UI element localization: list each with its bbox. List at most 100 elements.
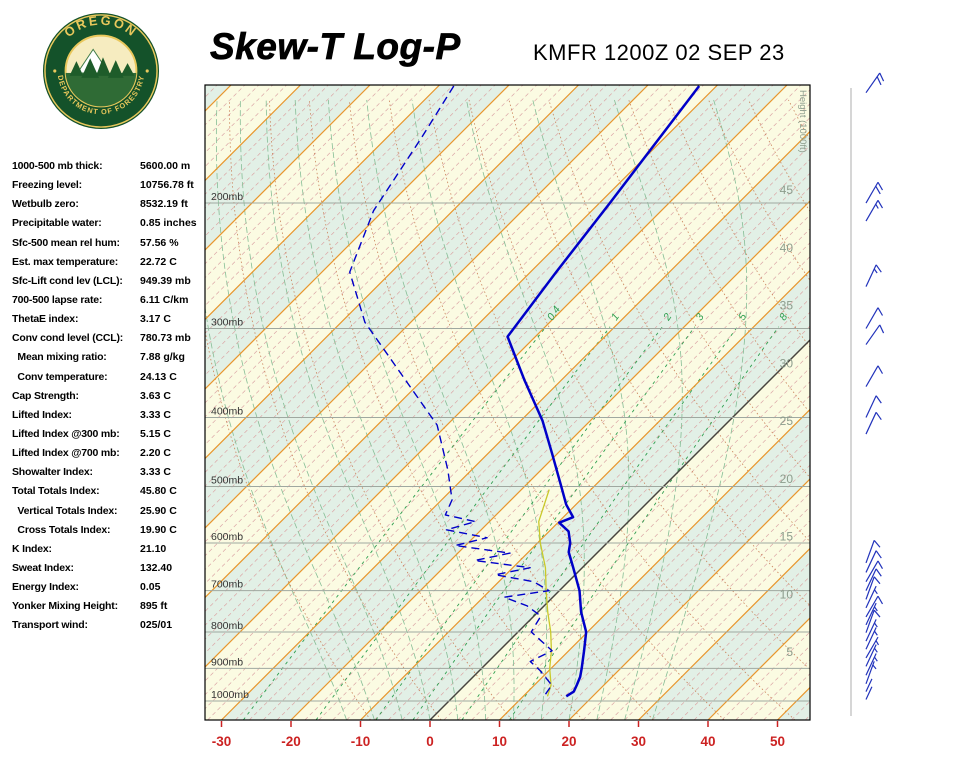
index-label: Sweat Index: [12, 561, 74, 574]
mixing-ratio-line [375, 326, 663, 720]
dry-adiabat [508, 99, 810, 607]
index-value: 3.33 C [140, 466, 171, 479]
dewpoint-trace [349, 85, 553, 697]
dry-adiabat [428, 99, 796, 720]
temperature-trace [506, 85, 701, 698]
wind-barb [865, 199, 884, 222]
wind-barb [865, 264, 882, 287]
wind-barb [865, 307, 884, 329]
wind-barb [865, 411, 882, 435]
temp-tick-label: 0 [426, 734, 434, 749]
station-label: KMFR 1200Z 02 SEP 23 [533, 40, 785, 65]
wind-barb [865, 72, 885, 94]
dry-adiabat [908, 100, 960, 720]
index-value: 7.88 g/kg [140, 351, 185, 364]
wind-barb [865, 395, 882, 418]
index-row: Lifted Index @300 mb: 5.15 C [12, 428, 207, 447]
pressure-label: 600mb [211, 531, 243, 543]
index-label: Total Totals Index: [12, 485, 100, 498]
dry-adiabat [948, 100, 960, 720]
pressure-label: 300mb [211, 316, 243, 328]
page-title: Skew-T Log-P [210, 26, 461, 68]
wind-barb [865, 576, 881, 600]
wind-barb [865, 644, 878, 667]
height-label: 20 [780, 472, 794, 486]
index-row: Transport wind: 025/01 [12, 619, 207, 638]
wind-barb [865, 678, 873, 692]
pressure-label: 700mb [211, 579, 243, 591]
isotherm-band [205, 85, 810, 720]
index-label: Wetbulb zero: [12, 198, 79, 211]
wind-barb [865, 539, 881, 564]
mixing-ratio-label: 3 [693, 311, 706, 323]
index-row: Wetbulb zero: 8532.19 ft [12, 198, 207, 217]
index-row: Cap Strength: 3.63 C [12, 390, 207, 409]
index-label: Transport wind: [12, 619, 88, 632]
height-label: 10 [780, 587, 794, 601]
wind-barb [865, 627, 878, 650]
wind-barb [865, 365, 884, 387]
height-axis-caption: Height (1000ft) [797, 90, 808, 153]
index-value: 10756.78 ft [140, 179, 194, 192]
wind-barb [865, 602, 878, 626]
moist-adiabat [327, 99, 486, 720]
temp-tick-label: 10 [492, 734, 507, 749]
dry-adiabat [348, 99, 654, 720]
index-row: Lifted Index: 3.33 C [12, 409, 207, 428]
index-row: Freezing level: 10756.78 ft [12, 179, 207, 198]
index-row: Sfc-500 mean rel hum: 57.56 % [12, 237, 207, 256]
index-value: 6.11 C/km [140, 293, 189, 306]
dry-adiabat [788, 99, 810, 141]
moist-adiabat [466, 99, 585, 720]
height-label: 30 [780, 356, 794, 370]
index-label: Freezing level: [12, 179, 82, 192]
index-value: 57.56 % [140, 236, 179, 249]
index-value: 5.15 C [140, 427, 171, 440]
wetbulb-trace [538, 489, 553, 697]
index-label: Sfc-500 mean rel hum: [12, 236, 120, 249]
index-label: Lifted Index @700 mb: [12, 447, 120, 460]
index-row: Mean mixing ratio: 7.88 g/kg [12, 351, 207, 370]
plot-border [204, 84, 811, 721]
mixing-ratio-label: 5 [736, 311, 749, 323]
index-label: Lifted Index @300 mb: [12, 427, 120, 440]
dry-adiabat [308, 99, 584, 720]
index-value: 25.90 C [140, 504, 177, 517]
index-row: 700-500 lapse rate: 6.11 C/km [12, 294, 207, 313]
index-label: Vertical Totals Index: [12, 504, 118, 517]
wind-barb [865, 653, 878, 676]
mixing-ratio-line [242, 326, 547, 720]
index-row: Vertical Totals Index: 25.90 C [12, 505, 207, 524]
wind-barb [865, 609, 881, 633]
index-value: 780.73 mb [140, 332, 191, 345]
index-value: 45.80 C [140, 485, 177, 498]
index-value: 3.63 C [140, 389, 171, 402]
wind-barb [865, 568, 882, 591]
index-row: Cross Totals Index: 19.90 C [12, 524, 207, 543]
wind-barb [865, 560, 884, 582]
index-row: Yonker Mixing Height: 895 ft [12, 600, 207, 619]
temp-tick-label: -10 [351, 734, 371, 749]
temp-tick-label: 50 [770, 734, 785, 749]
index-value: 3.17 C [140, 313, 171, 326]
height-label: 5 [786, 645, 793, 659]
height-label: 15 [780, 530, 794, 544]
moist-adiabat [265, 99, 431, 720]
pressure-label: 800mb [211, 620, 243, 632]
mixing-ratio-label: 8 [777, 311, 790, 323]
index-label: 700-500 lapse rate: [12, 293, 103, 306]
temp-tick-label: -20 [281, 734, 301, 749]
pressure-label: 400mb [211, 405, 243, 417]
index-row: Showalter Index: 3.33 C [12, 466, 207, 485]
moist-adiabat [205, 304, 347, 720]
dry-adiabat [868, 100, 960, 720]
index-value: 5600.00 m [140, 160, 191, 172]
wind-barb [865, 636, 880, 659]
index-label: K Index: [12, 542, 52, 555]
temp-tick-label: -30 [212, 734, 232, 749]
index-label: Est. max temperature: [12, 255, 119, 268]
index-label: Showalter Index: [12, 466, 93, 479]
pressure-label: 500mb [211, 475, 243, 487]
dry-adiabat [229, 99, 442, 720]
